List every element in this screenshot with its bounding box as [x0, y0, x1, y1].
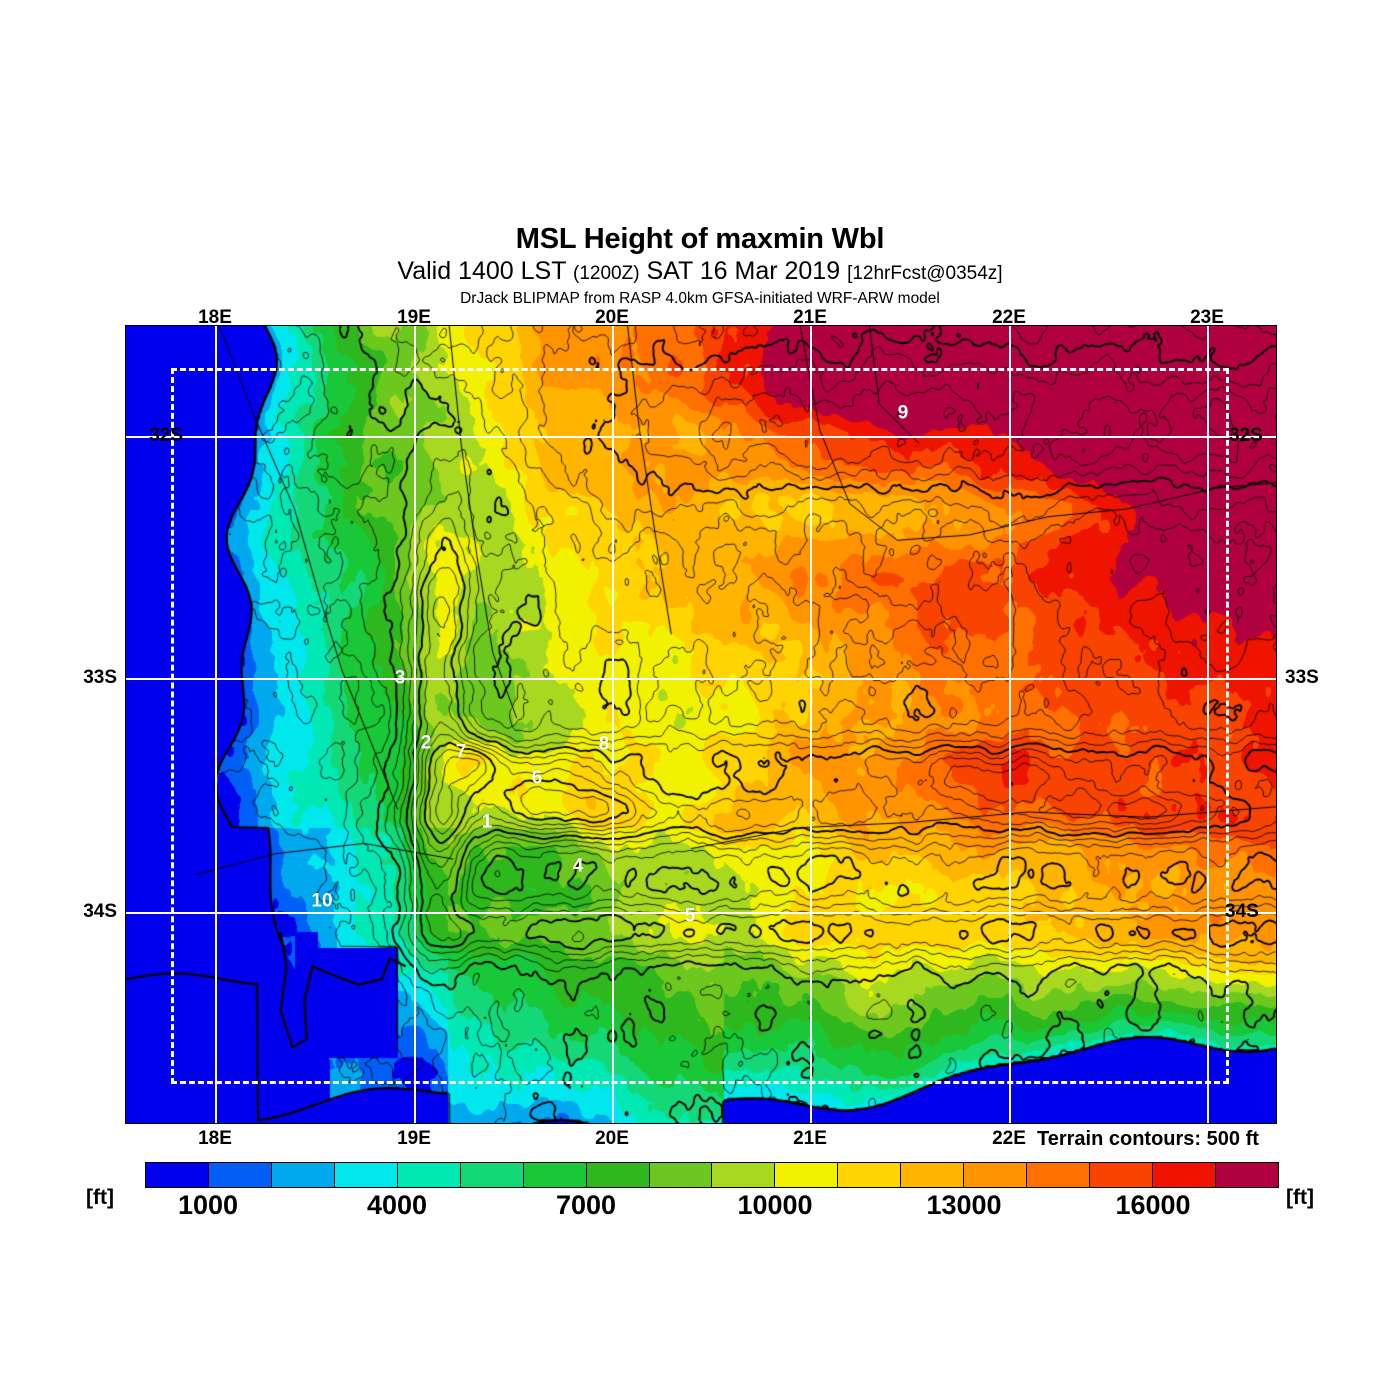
lon-tick-bottom-20e: 20E: [595, 1128, 629, 1149]
lon-tick-bottom-18e: 18E: [198, 1128, 232, 1149]
colorbar-band-8: [649, 1163, 713, 1187]
lon-tick-top-21e: 21E: [793, 307, 827, 328]
colorbar-tick-10000: 10000: [737, 1190, 813, 1220]
colorbar-band-13: [964, 1163, 1028, 1187]
valid-time-prefix: Valid 1400 LST: [397, 257, 573, 285]
colorbar-unit-left: [ft]: [86, 1186, 114, 1209]
latitude-axis-left: 32S 33S 34S: [0, 325, 183, 1124]
longitude-axis-bottom: 18E 19E 20E 21E 22E: [125, 1128, 1277, 1150]
colorbar-tick-1000: 1000: [177, 1190, 239, 1220]
colorbar-tick-13000: 13000: [926, 1190, 1002, 1220]
lat-tick-left-32s: 32S: [149, 425, 183, 446]
colorbar-band-15: [1090, 1163, 1153, 1187]
lat-tick-right-32s: 32S: [1229, 425, 1263, 446]
longitude-axis-top: 18E 19E 20E 21E 22E 23E: [125, 307, 1277, 328]
valid-time-suffix: SAT 16 Mar 2019: [639, 257, 848, 285]
lon-tick-top-18e: 18E: [198, 307, 232, 328]
colorbar-band-16: [1153, 1163, 1216, 1187]
waypoint-marker-3[interactable]: 3: [394, 667, 406, 689]
colorbar-band-2: [271, 1163, 335, 1187]
lon-tick-top-20e: 20E: [595, 307, 629, 328]
terrain-contour-note: Terrain contours: 500 ft: [1035, 1128, 1261, 1151]
map-plot-area[interactable]: 1 2 3 4 5 6 7 8 9 10: [125, 325, 1277, 1124]
lon-tick-top-22e: 22E: [992, 307, 1026, 328]
page-title: MSL Height of maxmin Wbl: [515, 223, 885, 255]
colorbar-band-12: [901, 1163, 965, 1187]
msl-height-heatmap: [126, 326, 1276, 1123]
lon-tick-top-19e: 19E: [397, 307, 431, 328]
waypoint-marker-2[interactable]: 2: [420, 732, 432, 754]
lon-tick-bottom-19e: 19E: [397, 1128, 431, 1149]
colorbar-band-5: [460, 1163, 524, 1187]
waypoint-marker-1[interactable]: 1: [481, 811, 493, 833]
colorbar-band-3: [334, 1163, 398, 1187]
waypoint-marker-4[interactable]: 4: [572, 855, 584, 877]
colorbar-band-11: [838, 1163, 902, 1187]
colorbar-band-10: [775, 1163, 839, 1187]
colorbar-tick-16000: 16000: [1115, 1190, 1191, 1220]
lon-tick-bottom-22e: 22E: [992, 1128, 1026, 1149]
colorbar-unit-right: [ft]: [1286, 1186, 1314, 1209]
lon-tick-top-23e: 23E: [1190, 307, 1224, 328]
colorbar-band-17: [1215, 1163, 1278, 1187]
valid-time-utc: (1200Z): [573, 263, 640, 284]
colorbar-tick-7000: 7000: [555, 1190, 617, 1220]
latitude-axis-right: 32S 33S 34S: [1225, 325, 1400, 1124]
chart-title-block: MSL Height of maxmin Wbl Valid 1400 LST …: [0, 222, 1400, 309]
colorbar-band-0: [146, 1163, 209, 1187]
waypoint-marker-5[interactable]: 5: [684, 905, 696, 927]
waypoint-marker-8[interactable]: 8: [598, 733, 610, 755]
lat-tick-left-34s: 34S: [83, 901, 117, 922]
colorbar-band-1: [208, 1163, 272, 1187]
colorbar-tick-labels: 1000 4000 7000 10000 13000 16000: [145, 1190, 1279, 1224]
colorbar-band-9: [712, 1163, 776, 1187]
waypoint-marker-7[interactable]: 7: [455, 741, 467, 763]
lat-tick-right-34s: 34S: [1225, 901, 1259, 922]
forecast-tag: [12hrFcst@0354z]: [847, 263, 1003, 284]
colorbar-band-6: [523, 1163, 587, 1187]
waypoint-marker-9[interactable]: 9: [897, 402, 909, 424]
lon-tick-bottom-21e: 21E: [793, 1128, 827, 1149]
colorbar-tick-4000: 4000: [366, 1190, 428, 1220]
lat-tick-right-33s: 33S: [1285, 667, 1319, 688]
lat-tick-left-33s: 33S: [83, 667, 117, 688]
colorbar-legend: [ft] [ft] 1000 4000 7000 10000 13000 16000: [0, 1158, 1400, 1228]
valid-time-line: Valid 1400 LST (1200Z) SAT 16 Mar 2019 […: [0, 256, 1400, 289]
model-subtitle: DrJack BLIPMAP from RASP 4.0km GFSA-init…: [460, 290, 940, 307]
waypoint-marker-6[interactable]: 6: [531, 767, 543, 789]
colorbar-band-7: [586, 1163, 650, 1187]
colorbar-band-4: [397, 1163, 461, 1187]
colorbar-gradient: [145, 1162, 1279, 1188]
colorbar-band-14: [1027, 1163, 1091, 1187]
waypoint-marker-10[interactable]: 10: [311, 890, 333, 912]
